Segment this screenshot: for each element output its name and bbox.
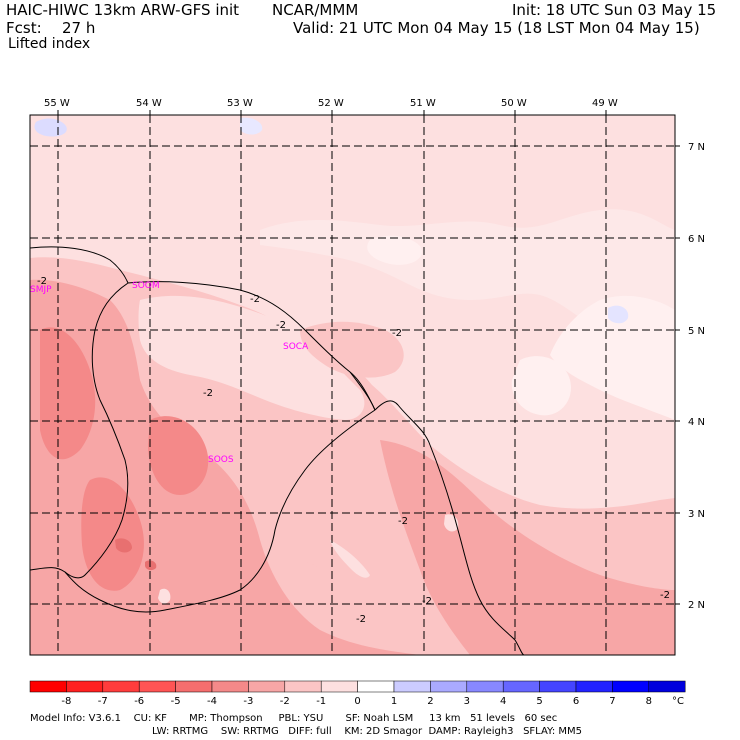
colorbar-swatch [612,680,650,693]
colorbar-tick-label: 1 [391,696,397,707]
colorbar-tick-label: 6 [573,696,579,707]
colorbar-swatch [539,680,577,693]
station-smjp: SMJP [30,285,52,295]
colorbar-swatch [357,680,395,693]
contour-label: -2 [392,328,402,339]
contour-label: -2 [250,294,260,305]
station-soos: SOOS [208,455,234,465]
colorbar-unit: °C [672,696,684,707]
lat-label-4n: 4 N [688,417,705,428]
lon-label-54w: 54 W [136,98,162,109]
colorbar-tick-label: -2 [280,696,290,707]
lon-label-55w: 55 W [44,98,70,109]
colorbar-swatch [175,680,213,693]
coastline-borders [29,246,525,656]
lat-label-2n: 2 N [688,600,705,611]
field-name: Lifted index [8,36,91,52]
lifted-index-field [30,115,675,655]
model-title: HAIC-HIWC 13km ARW-GFS init [6,1,240,19]
colorbar-tick-label: 3 [464,696,470,707]
lat-label-6n: 6 N [688,234,705,245]
colorbar-tick-label: 2 [427,696,433,707]
contour-label: -2 [356,614,366,625]
colorbar-tick-label: -6 [134,696,144,707]
contour-label: -2 [398,516,408,527]
map-frame [29,114,676,656]
contour-label: -2 [660,590,670,601]
contour-label: -2 [37,276,47,287]
colorbar-tick-label: -1 [316,696,326,707]
colorbar-swatch [248,680,286,693]
colorbar-swatch [138,680,176,693]
colorbar-swatch [284,680,322,693]
lon-label-51w: 51 W [410,98,436,109]
colorbar-tick-label: -3 [243,696,253,707]
init-time: Init: 18 UTC Sun 03 May 15 [512,1,717,19]
colorbar-swatch [320,680,358,693]
contour-label: -2 [203,388,213,399]
colorbar-tick-label: -5 [171,696,181,707]
colorbar: -8 -7 -6 -5 -4 -3 -2 -1 0 1 2 3 4 5 6 7 8 °C [29,680,686,707]
lon-label-52w: 52 W [318,98,344,109]
colorbar-tick-label: 5 [536,696,542,707]
colorbar-swatch [29,680,67,693]
station-soom: SOOM [132,281,160,291]
contour-label: -2 [276,320,286,331]
colorbar-tick-label: -8 [61,696,71,707]
colorbar-swatch [102,680,140,693]
lon-label-50w: 50 W [501,98,527,109]
valid-time: Valid: 21 UTC Mon 04 May 15 (18 LST Mon … [293,19,700,37]
org-label: NCAR/MMM [272,1,359,19]
colorbar-tick-label: -4 [207,696,217,707]
colorbar-swatch [466,680,504,693]
colorbar-tick-label: -7 [98,696,108,707]
fcst-value: 27 h [62,19,96,37]
lat-lon-grid [30,115,675,655]
colorbar-swatch [211,680,249,693]
colorbar-tick-label: 7 [609,696,615,707]
lat-label-5n: 5 N [688,326,705,337]
model-info-line1: Model Info: V3.6.1 CU: KF MP: Thompson P… [30,713,558,724]
colorbar-tick-label: 0 [354,696,360,707]
fcst-label: Fcst: [6,19,42,37]
colorbar-swatch [575,680,613,693]
station-soca: SOCA [283,342,309,352]
contour-label: -2 [422,596,432,607]
axis-ticks [57,110,680,605]
lat-label-7n: 7 N [688,142,705,153]
colorbar-swatch [66,680,104,693]
colorbar-swatch [430,680,468,693]
colorbar-swatch [393,680,431,693]
colorbar-swatch [502,680,540,693]
lon-label-49w: 49 W [592,98,618,109]
colorbar-tick-label: 8 [646,696,652,707]
lat-label-3n: 3 N [688,509,705,520]
colorbar-swatch [648,680,686,693]
model-info-line2: LW: RRTMG SW: RRTMG DIFF: full KM: 2D Sm… [152,726,582,737]
lon-label-53w: 53 W [227,98,253,109]
colorbar-tick-label: 4 [500,696,506,707]
